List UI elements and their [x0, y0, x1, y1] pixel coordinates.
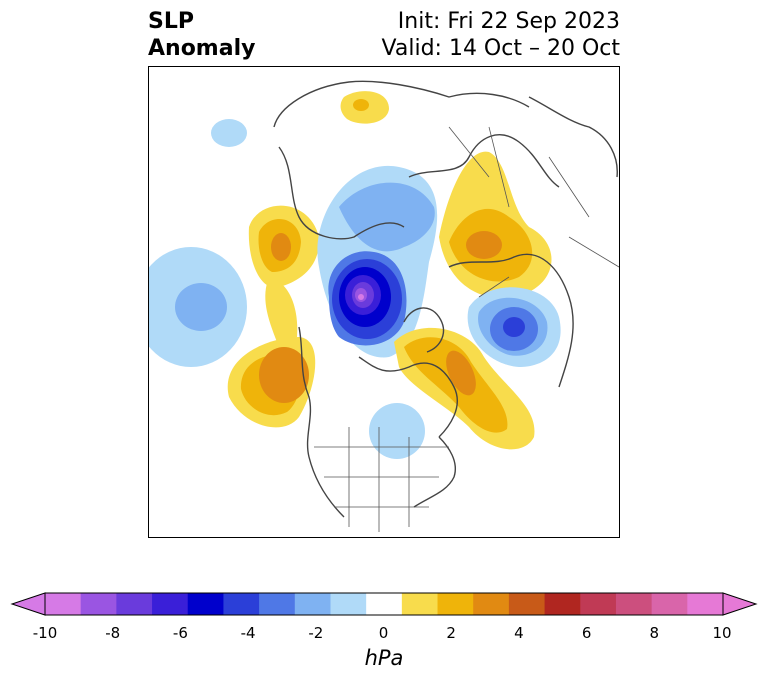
colorbar-tick-label: 4 — [514, 624, 524, 642]
colorbar-tick-label: -8 — [105, 624, 121, 642]
colorbar — [10, 592, 758, 616]
colorbar-max-extend — [722, 592, 758, 616]
colorbar-bin — [687, 593, 724, 615]
colorbar-tick-label: 8 — [649, 624, 660, 642]
colorbar-bin — [294, 593, 331, 615]
title-field-type: Anomaly — [148, 36, 256, 61]
colorbar-bin — [437, 593, 474, 615]
high-east-siberia — [439, 151, 552, 299]
high-north-atlantic — [394, 327, 535, 450]
colorbar-tick-label: -4 — [240, 624, 256, 642]
colorbar-bins — [45, 593, 724, 615]
colorbar-bin — [259, 593, 296, 615]
colorbar-bin — [473, 593, 510, 615]
colorbar-tick-label: -10 — [32, 624, 58, 642]
colorbar-bin — [116, 593, 153, 615]
colorbar-bin — [544, 593, 581, 615]
title-field-name: SLP — [148, 9, 194, 34]
colorbar-tick-label: 2 — [446, 624, 456, 642]
low-northeast-pacific — [149, 247, 247, 367]
colorbar-unit: hPa — [364, 646, 404, 670]
colorbar-bin — [330, 593, 367, 615]
high-siberia-north — [340, 91, 389, 124]
colorbar-tick-label: 0 — [378, 624, 389, 642]
colorbar-tick-label: -2 — [308, 624, 324, 642]
colorbar-bin — [401, 593, 439, 615]
colorbar-bin — [508, 593, 546, 615]
valid-range: Valid: 14 Oct – 20 Oct — [381, 36, 620, 61]
colorbar-min-extend — [10, 592, 46, 616]
init-date: Init: Fri 22 Sep 2023 — [397, 9, 620, 34]
map-title: SLP Anomaly — [148, 8, 255, 62]
low-arctic — [317, 165, 438, 358]
colorbar-bin — [152, 593, 189, 615]
anomaly-map — [149, 80, 619, 532]
colorbar-tick-label: 10 — [712, 624, 732, 642]
low-great-lakes — [369, 403, 425, 459]
political-borders — [314, 126, 619, 532]
colorbar-bin — [187, 593, 224, 615]
map-panel — [148, 66, 620, 538]
colorbar-bin — [223, 593, 260, 615]
colorbar-bin — [580, 593, 617, 615]
low-small-patch — [211, 119, 247, 147]
coastlines — [273, 80, 618, 518]
colorbar-bin — [366, 593, 403, 615]
colorbar-bin — [80, 593, 117, 615]
high-gulf-of-alaska — [227, 205, 320, 428]
low-barents — [467, 287, 561, 367]
colorbar-tick-label: -6 — [172, 624, 188, 642]
colorbar-bin — [45, 593, 82, 615]
colorbar-bin — [615, 593, 653, 615]
map-dates: Init: Fri 22 Sep 2023 Valid: 14 Oct – 20… — [382, 8, 620, 62]
colorbar-tick-label: 6 — [581, 624, 592, 642]
colorbar-bin — [651, 593, 688, 615]
